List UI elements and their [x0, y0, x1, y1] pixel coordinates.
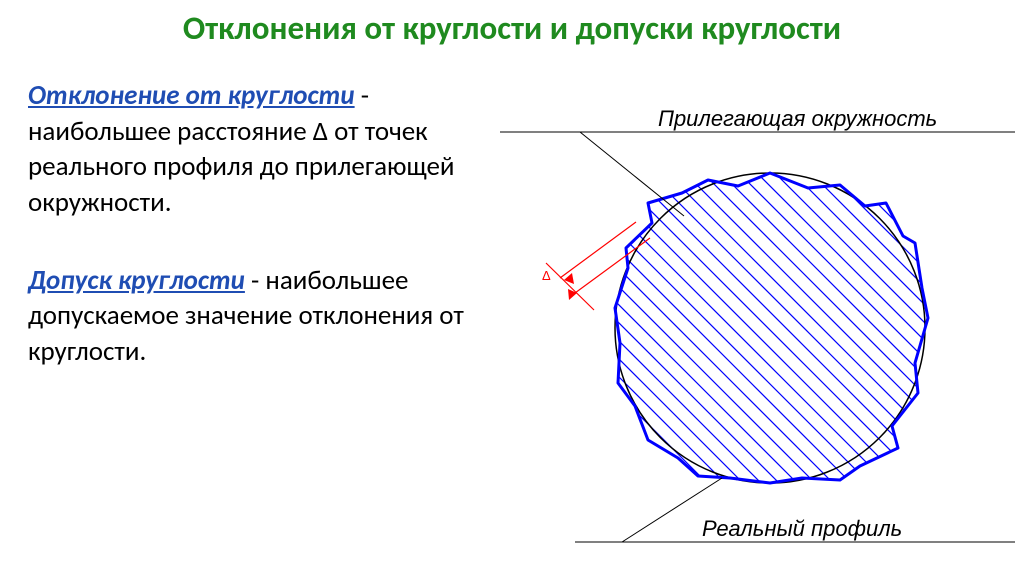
svg-text:Δ: Δ: [542, 268, 551, 283]
definitions-column: Отклонение от круглости - наибольшее рас…: [28, 78, 468, 411]
page-title: Отклонения от круглости и допуски кругло…: [0, 8, 1024, 48]
title-text: Отклонения от круглости и допуски кругло…: [183, 8, 841, 48]
svg-text:Реальный профиль: Реальный профиль: [702, 516, 902, 541]
diagram-svg: Прилегающая окружность Реальный профиль Δ: [460, 88, 1020, 558]
definition-2: Допуск круглости - наибольшее допускаемо…: [28, 263, 468, 370]
term-1: Отклонение от круглости: [28, 79, 355, 112]
term-2: Допуск круглости: [28, 264, 245, 297]
svg-text:Прилегающая окружность: Прилегающая окружность: [658, 106, 937, 131]
definition-1: Отклонение от круглости - наибольшее рас…: [28, 78, 468, 221]
roundness-diagram: Прилегающая окружность Реальный профиль Δ: [460, 88, 1020, 558]
